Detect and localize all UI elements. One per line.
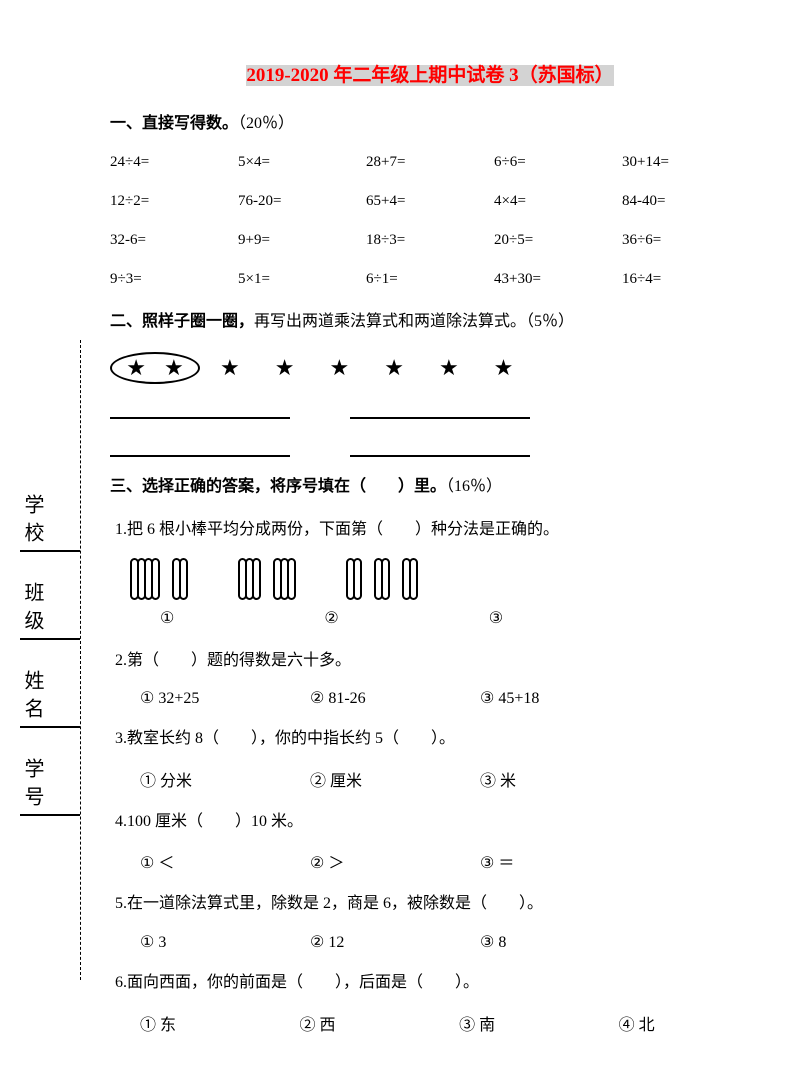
- q1-text: 1.把 6 根小棒平均分成两份，下面第（ ）种分法是正确的。: [115, 517, 750, 543]
- s2-rest: 再写出两道乘法算式和两道除法算式。（5％）: [254, 313, 574, 330]
- opt: ② 厘米: [310, 767, 480, 791]
- opt: ③ 南: [459, 1011, 619, 1035]
- eq: 20÷5=: [494, 232, 622, 249]
- q3-text: 3.教室长约 8（ ），你的中指长约 5（ ）。: [115, 726, 750, 752]
- eq: 28+7=: [366, 154, 494, 171]
- q1-options: ① ② ③: [160, 608, 750, 628]
- eq-row-3: 9÷3= 5×1= 6÷1= 43+30= 16÷4=: [110, 271, 750, 288]
- eq: 9+9=: [238, 232, 366, 249]
- star-circle: ★ ★: [110, 352, 200, 384]
- answer-lines-1: [110, 399, 750, 419]
- info-sidebar: 学校 班级 姓名 学号: [35, 330, 65, 980]
- opt: ① 分米: [140, 767, 310, 791]
- eq: 6÷6=: [494, 154, 622, 171]
- label-school: 学校: [21, 494, 43, 550]
- eq: 24÷4=: [110, 154, 238, 171]
- s3-bold: 三、选择正确的答案，将序号填在（ ）里。: [110, 478, 446, 495]
- star-icon: ★: [439, 355, 459, 381]
- answer-blank[interactable]: [350, 399, 530, 419]
- opt1: ①: [160, 608, 174, 628]
- eq: 30+14=: [622, 154, 750, 171]
- opt3: ③: [489, 608, 503, 628]
- eq-row-2: 32-6= 9+9= 18÷3= 20÷5= 36÷6=: [110, 232, 750, 249]
- opt: ① 东: [140, 1011, 300, 1035]
- q5-options: ① 3 ② 12 ③ 8: [140, 932, 750, 952]
- opt: ④ 北: [619, 1011, 750, 1035]
- eq-row-0: 24÷4= 5×4= 28+7= 6÷6= 30+14=: [110, 154, 750, 171]
- label-id: 学号: [21, 758, 43, 814]
- s3-score: （16％）: [446, 478, 502, 495]
- q6-text: 6.面向西面，你的前面是（ ），后面是（ ）。: [115, 970, 750, 996]
- opt: ① ＜: [140, 849, 310, 873]
- answer-blank[interactable]: [110, 437, 290, 457]
- opt: ② 81-26: [310, 688, 480, 708]
- star-icon: ★: [164, 355, 184, 381]
- blank-school[interactable]: [20, 550, 80, 552]
- sticks-row: [130, 558, 750, 600]
- eq: 16÷4=: [622, 271, 750, 288]
- star-icon: ★: [126, 355, 146, 381]
- q6-options: ① 东 ② 西 ③ 南 ④ 北: [140, 1011, 750, 1035]
- blank-id[interactable]: [20, 814, 80, 816]
- equation-grid: 24÷4= 5×4= 28+7= 6÷6= 30+14= 12÷2= 76-20…: [110, 154, 750, 288]
- opt: ② ＞: [310, 849, 480, 873]
- answer-lines-2: [110, 437, 750, 457]
- opt: ③ ＝: [480, 849, 650, 873]
- s1-score: （20％）: [238, 115, 294, 132]
- star-row: ★ ★ ★ ★ ★ ★ ★ ★: [110, 352, 750, 384]
- eq: 5×4=: [238, 154, 366, 171]
- s2-bold: 二、照样子圈一圈，: [110, 313, 254, 330]
- stick-opt2: [238, 558, 296, 600]
- opt: ② 12: [310, 932, 480, 952]
- q2-text: 2.第（ ）题的得数是六十多。: [115, 648, 750, 674]
- section1-header: 一、直接写得数。（20％）: [110, 112, 750, 136]
- eq: 9÷3=: [110, 271, 238, 288]
- q2-options: ① 32+25 ② 81-26 ③ 45+18: [140, 688, 750, 708]
- eq-row-1: 12÷2= 76-20= 65+4= 4×4= 84-40=: [110, 193, 750, 210]
- q4-text: 4.100 厘米（ ）10 米。: [115, 809, 750, 835]
- s1-bold: 一、直接写得数。: [110, 115, 238, 132]
- q4-options: ① ＜ ② ＞ ③ ＝: [140, 849, 750, 873]
- q5-text: 5.在一道除法算式里，除数是 2，商是 6，被除数是（ ）。: [115, 891, 750, 917]
- q3-options: ① 分米 ② 厘米 ③ 米: [140, 767, 750, 791]
- opt: ③ 米: [480, 767, 650, 791]
- answer-blank[interactable]: [350, 437, 530, 457]
- section2-header: 二、照样子圈一圈，再写出两道乘法算式和两道除法算式。（5％）: [110, 310, 750, 334]
- page-title: 2019-2020 年二年级上期中试卷 3（苏国标）: [110, 60, 750, 87]
- opt: ③ 8: [480, 932, 650, 952]
- blank-class[interactable]: [20, 638, 80, 640]
- title-text: 2019-2020 年二年级上期中试卷 3（苏国标）: [246, 65, 613, 86]
- answer-blank[interactable]: [110, 399, 290, 419]
- eq: 84-40=: [622, 193, 750, 210]
- opt: ③ 45+18: [480, 688, 650, 708]
- star-icon: ★: [494, 355, 514, 381]
- main-content: 2019-2020 年二年级上期中试卷 3（苏国标） 一、直接写得数。（20％）…: [110, 60, 750, 1053]
- fold-line: [80, 340, 81, 980]
- opt: ② 西: [300, 1011, 460, 1035]
- eq: 5×1=: [238, 271, 366, 288]
- opt: ① 32+25: [140, 688, 310, 708]
- section3-header: 三、选择正确的答案，将序号填在（ ）里。（16％）: [110, 475, 750, 499]
- eq: 6÷1=: [366, 271, 494, 288]
- eq: 43+30=: [494, 271, 622, 288]
- sidebar-labels: 学校 班级 姓名 学号: [18, 494, 82, 816]
- label-name: 姓名: [21, 670, 43, 726]
- eq: 18÷3=: [366, 232, 494, 249]
- eq: 36÷6=: [622, 232, 750, 249]
- eq: 4×4=: [494, 193, 622, 210]
- star-icon: ★: [220, 355, 240, 381]
- blank-name[interactable]: [20, 726, 80, 728]
- star-icon: ★: [384, 355, 404, 381]
- opt: ① 3: [140, 932, 310, 952]
- stick-opt1: [130, 558, 188, 600]
- eq: 76-20=: [238, 193, 366, 210]
- stick-opt3: [346, 558, 418, 600]
- eq: 65+4=: [366, 193, 494, 210]
- star-icon: ★: [275, 355, 295, 381]
- eq: 12÷2=: [110, 193, 238, 210]
- eq: 32-6=: [110, 232, 238, 249]
- opt2: ②: [324, 608, 338, 628]
- star-icon: ★: [329, 355, 349, 381]
- label-class: 班级: [21, 582, 43, 638]
